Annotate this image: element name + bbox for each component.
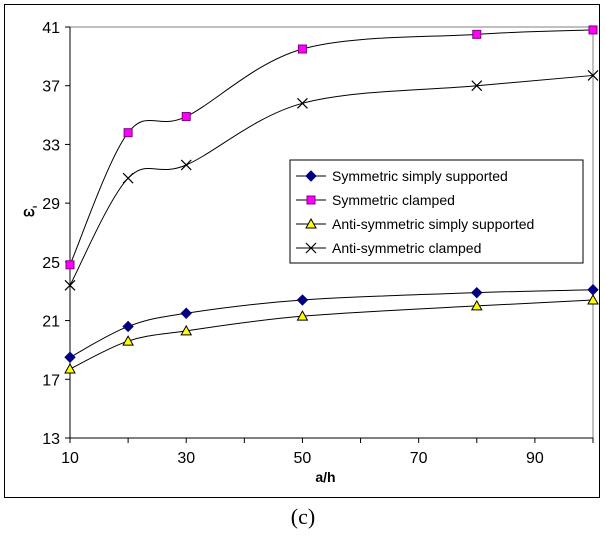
data-point-series-3 — [296, 310, 309, 321]
legend-box — [289, 159, 584, 264]
x-axis-title: a/h — [315, 469, 335, 485]
y-tick-label: 33 — [42, 137, 60, 154]
data-point-series-4 — [180, 159, 192, 171]
data-point-series-1 — [64, 351, 76, 363]
x-tick-label: 70 — [410, 450, 428, 467]
y-tick-label: 21 — [42, 314, 60, 331]
legend-marker — [305, 242, 317, 254]
y-tick-label: 13 — [42, 431, 60, 448]
data-point-series-3 — [122, 335, 134, 346]
data-point-series-4 — [587, 70, 599, 81]
legend-marker — [305, 170, 317, 182]
x-tick-label: 90 — [526, 450, 544, 467]
y-tick-label: 41 — [42, 20, 60, 37]
legend-label: Anti-symmetric simply supported — [332, 216, 534, 232]
legend-label: Symmetric clamped — [332, 192, 455, 208]
data-point-series-1 — [122, 320, 134, 333]
y-axis-title: ω̄ — [23, 204, 38, 220]
data-point-series-2 — [588, 25, 598, 35]
series-line-4 — [69, 74, 594, 286]
data-point-series-1 — [471, 286, 483, 299]
data-point-series-2 — [181, 112, 191, 122]
legend-marker — [306, 195, 316, 205]
legend-label: Anti-symmetric clamped — [332, 240, 481, 256]
series-line-1 — [69, 289, 594, 358]
data-point-series-4 — [471, 80, 483, 92]
data-point-series-1 — [587, 284, 599, 296]
y-tick-label: 29 — [42, 196, 60, 213]
data-point-series-2 — [297, 44, 307, 54]
data-point-series-2 — [123, 128, 133, 138]
data-point-series-4 — [297, 97, 308, 109]
figure-caption: (c) — [290, 504, 316, 529]
line-chart: 13 17 21 25 29 33 37 41 10 30 50 70 90 a/h ω̄ Symmetric… — [23, 20, 599, 485]
data-point-series-4 — [64, 279, 76, 291]
x-tick-label: 50 — [294, 450, 312, 467]
data-point-series-3 — [180, 324, 193, 336]
x-tick-label: 30 — [177, 450, 195, 467]
y-tick-label: 17 — [42, 372, 60, 389]
x-tick-label: 10 — [61, 450, 79, 467]
data-point-series-2 — [472, 29, 482, 39]
legend-marker — [305, 217, 317, 229]
data-point-series-1 — [180, 307, 192, 319]
chart-frame: 13 17 21 25 29 33 37 41 10 30 50 70 90 a/h ω̄ Symmetric… — [4, 4, 600, 498]
y-tick-label: 25 — [42, 255, 60, 272]
data-point-series-3 — [64, 362, 76, 374]
y-tick-label: 37 — [42, 79, 60, 96]
legend-label: Symmetric simply supported — [332, 168, 508, 184]
series-line-3 — [69, 299, 594, 370]
data-point-series-2 — [65, 260, 75, 270]
data-point-series-1 — [296, 294, 309, 306]
data-point-series-3 — [587, 293, 599, 305]
data-point-series-3 — [470, 299, 483, 311]
data-point-series-4 — [122, 172, 134, 184]
